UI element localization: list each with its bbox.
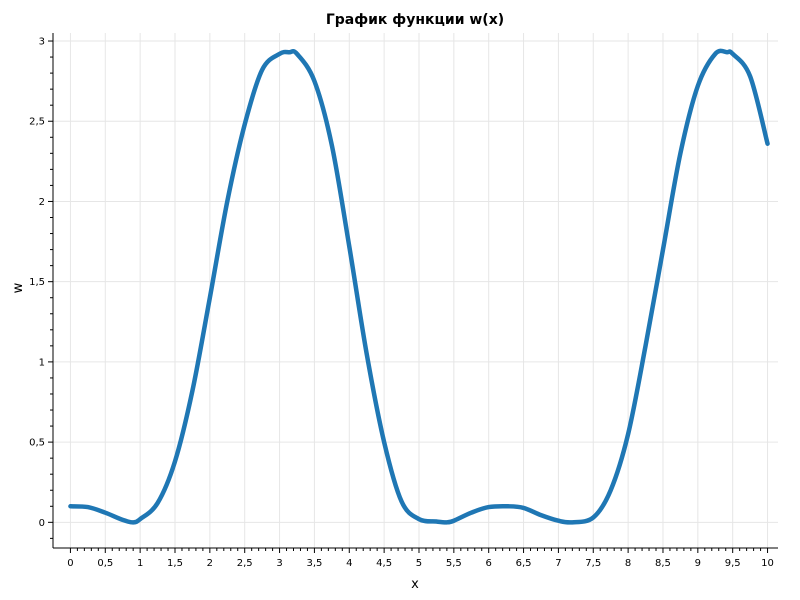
x-tick-label: 3 xyxy=(276,558,282,569)
x-tick-label: 1 xyxy=(137,558,143,569)
x-tick-label: 8,5 xyxy=(655,558,671,569)
chart-title: График функции w(x) xyxy=(326,12,504,28)
y-tick-label: 1,5 xyxy=(29,277,45,288)
x-tick-label: 7,5 xyxy=(585,558,601,569)
x-tick-label: 7 xyxy=(555,558,561,569)
series xyxy=(68,48,770,525)
x-tick-label: 2,5 xyxy=(237,558,253,569)
ticks: 0 0,5 1 1,5 2 2,5 3 3,5 4 4,5 5 5,5 6 6,5 7 7,5 8 8,5 9 9,5… xyxy=(29,37,774,569)
x-tick-label: 5 xyxy=(416,558,422,569)
x-tick-label: 0,5 xyxy=(97,558,113,569)
x-tick-label: 3,5 xyxy=(306,558,322,569)
y-tick-label: 0,5 xyxy=(29,438,45,449)
x-tick-label: 6 xyxy=(486,558,492,569)
x-tick-label: 4,5 xyxy=(376,558,392,569)
x-tick-label: 9,5 xyxy=(725,558,741,569)
x-tick-label: 6,5 xyxy=(516,558,532,569)
y-axis-label: w xyxy=(11,282,26,293)
x-tick-label: 8 xyxy=(625,558,631,569)
x-tick-label: 0 xyxy=(67,558,73,569)
x-tick-label: 2 xyxy=(207,558,213,569)
x-axis-label: x xyxy=(411,577,419,592)
x-tick-label: 4 xyxy=(346,558,352,569)
axes xyxy=(52,33,778,549)
x-tick-label: 5,5 xyxy=(446,558,462,569)
grid xyxy=(53,33,778,548)
y-tick-label: 2 xyxy=(39,197,45,208)
series-line xyxy=(68,48,770,525)
y-tick-label: 0 xyxy=(39,518,45,529)
x-tick-label: 1,5 xyxy=(167,558,183,569)
y-tick-label: 3 xyxy=(39,37,45,48)
y-tick-label: 2,5 xyxy=(29,117,45,128)
x-tick-label: 10 xyxy=(761,558,774,569)
x-tick-label: 9 xyxy=(695,558,701,569)
y-tick-label: 1 xyxy=(39,357,45,368)
